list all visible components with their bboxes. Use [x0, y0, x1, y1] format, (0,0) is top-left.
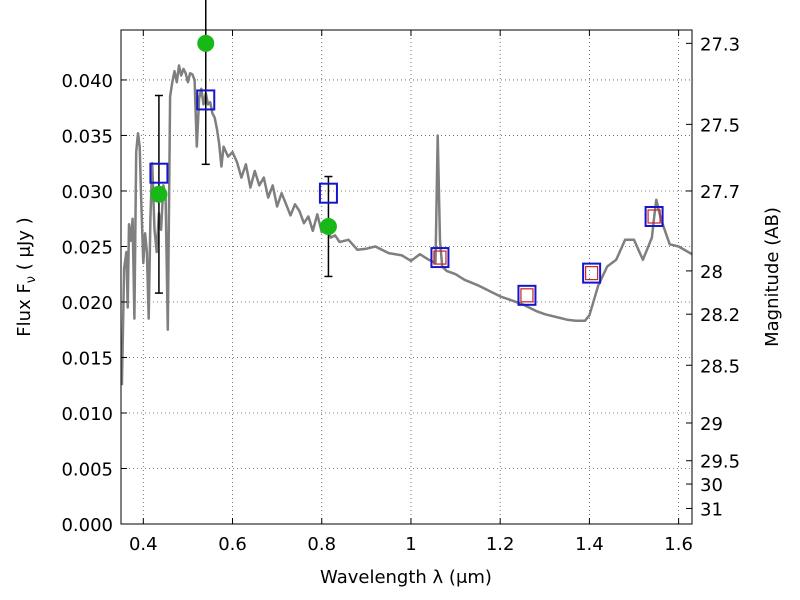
y2-tick-label: 28.5	[700, 356, 740, 377]
model-flux-marker	[582, 262, 602, 284]
y-axis-label-suffix: ( μJy )	[14, 217, 35, 276]
model-flux-marker	[430, 247, 450, 269]
y-axis-label-prefix: Flux F	[14, 283, 35, 337]
x-tick-label: 0.6	[218, 534, 247, 555]
synthetic-flux-marker	[585, 266, 599, 281]
observed-flux-point	[150, 185, 168, 203]
y2-tick-label: 28.2	[700, 305, 740, 326]
y-axis-label: Flux Fν ( μJy )	[14, 217, 39, 336]
x-tick-label: 0.8	[307, 534, 336, 555]
synthetic-flux-marker	[433, 250, 447, 265]
y-tick-label: 0.020	[61, 293, 113, 314]
y2-tick-label: 30	[700, 475, 723, 496]
y2-tick-label: 27.3	[700, 34, 740, 55]
x-tick-label: 1.6	[664, 534, 693, 555]
model-flux-marker	[196, 89, 216, 111]
plot-frame	[120, 29, 693, 525]
y-tick-label: 0.030	[61, 182, 113, 203]
model-flux-marker	[318, 182, 338, 204]
y-axis-label-subscript: ν	[24, 276, 39, 283]
y-tick-label: 0.005	[61, 459, 113, 480]
axes: 0.4 0.6 0.8 1 1.2 1.4 1.6 0.000 0.005 0.010 0.015 0…	[61, 30, 740, 555]
y2-tick-label: 28	[700, 262, 723, 283]
y-tick-label: 0.010	[61, 404, 113, 425]
y-tick-label: 0.000	[61, 515, 113, 536]
x-axis-label: Wavelength λ (μm)	[320, 567, 492, 588]
grid	[121, 30, 692, 525]
model-flux-marker	[149, 162, 169, 184]
y-tick-label: 0.015	[61, 348, 113, 369]
y-tick-label: 0.025	[61, 237, 113, 258]
y2-tick-label: 27.7	[700, 182, 740, 203]
y2-axis-label: Magnitude (AB)	[762, 207, 783, 347]
observed-flux-point	[319, 217, 337, 235]
y2-tick-label: 27.5	[700, 115, 740, 136]
sed-model-curve	[120, 64, 693, 386]
synthetic-flux-marker	[520, 288, 534, 303]
synthetic-flux-marker	[647, 209, 661, 224]
x-tick-label: 1	[405, 534, 416, 555]
y2-tick-label: 29	[700, 414, 723, 435]
x-tick-label: 1.2	[486, 534, 515, 555]
y-tick-label: 0.040	[61, 71, 113, 92]
x-tick-label: 1.4	[575, 534, 604, 555]
y-tick-label: 0.035	[61, 126, 113, 147]
y2-tick-label: 31	[700, 499, 723, 520]
observed-flux-point	[197, 34, 215, 52]
x-tick-label: 0.4	[129, 534, 158, 555]
model-flux-marker	[517, 284, 537, 306]
y2-tick-label: 29.5	[700, 452, 740, 473]
plot-data	[120, 0, 693, 386]
model-flux-marker	[644, 205, 664, 227]
